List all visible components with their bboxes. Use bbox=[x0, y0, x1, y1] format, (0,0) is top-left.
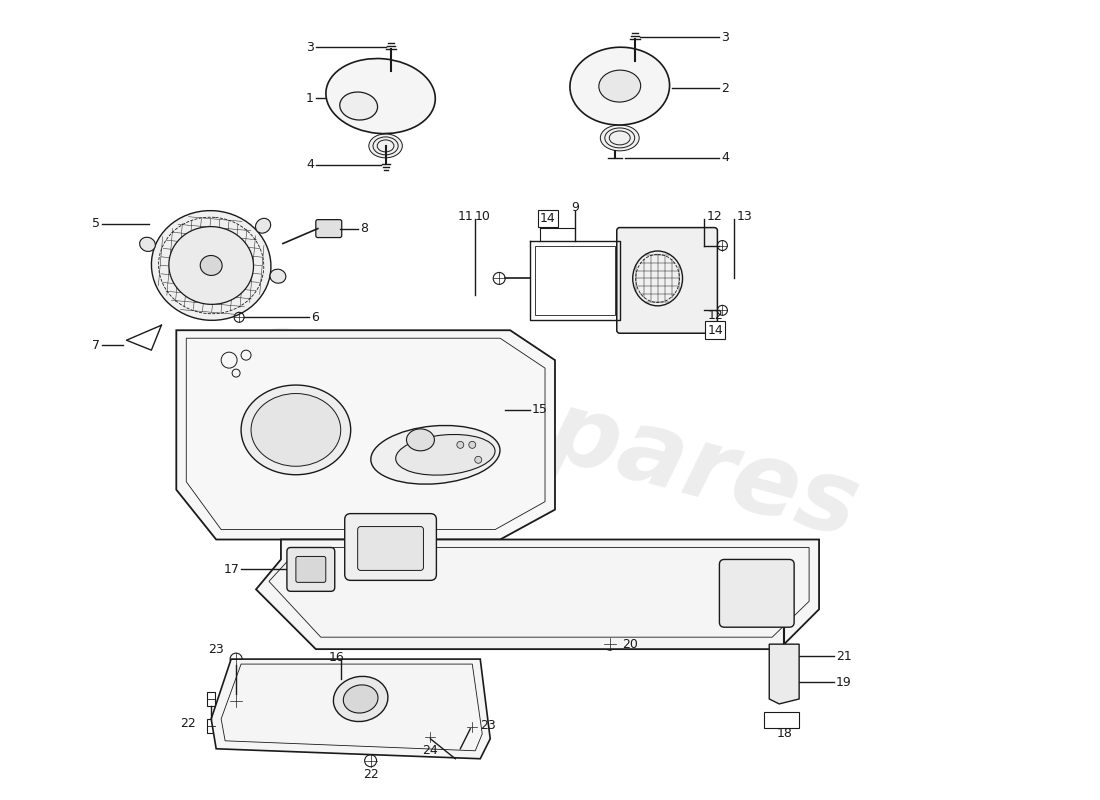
Ellipse shape bbox=[601, 125, 639, 151]
Text: 5: 5 bbox=[91, 217, 100, 230]
Ellipse shape bbox=[368, 134, 403, 158]
Ellipse shape bbox=[182, 238, 241, 293]
Ellipse shape bbox=[377, 140, 394, 152]
Ellipse shape bbox=[340, 92, 377, 120]
Bar bbox=[535, 246, 615, 315]
Ellipse shape bbox=[351, 65, 420, 117]
Circle shape bbox=[475, 456, 482, 463]
Bar bbox=[764, 712, 799, 728]
Ellipse shape bbox=[140, 238, 155, 251]
Text: 2: 2 bbox=[722, 82, 729, 94]
Ellipse shape bbox=[200, 255, 222, 275]
Ellipse shape bbox=[333, 676, 388, 722]
Text: 22: 22 bbox=[180, 718, 196, 730]
Ellipse shape bbox=[344, 96, 373, 116]
Ellipse shape bbox=[407, 429, 434, 451]
Text: 1: 1 bbox=[306, 91, 313, 105]
FancyBboxPatch shape bbox=[719, 559, 794, 627]
Text: 21: 21 bbox=[836, 650, 851, 662]
Text: 4: 4 bbox=[722, 151, 729, 164]
Text: 3: 3 bbox=[306, 41, 313, 54]
Text: 6: 6 bbox=[311, 310, 319, 324]
Polygon shape bbox=[256, 539, 820, 649]
Text: 10: 10 bbox=[474, 210, 491, 223]
Bar bbox=[207, 719, 216, 733]
FancyBboxPatch shape bbox=[316, 220, 342, 238]
Text: 23: 23 bbox=[481, 719, 496, 732]
Ellipse shape bbox=[371, 426, 500, 484]
Text: 20: 20 bbox=[621, 638, 638, 650]
Text: 22: 22 bbox=[363, 768, 378, 781]
Text: 14: 14 bbox=[540, 212, 556, 225]
Polygon shape bbox=[769, 644, 799, 704]
Ellipse shape bbox=[396, 434, 495, 475]
Text: 12: 12 bbox=[707, 309, 723, 322]
Bar bbox=[207, 692, 216, 706]
Text: 7: 7 bbox=[91, 338, 100, 352]
Ellipse shape bbox=[270, 269, 286, 283]
FancyBboxPatch shape bbox=[296, 557, 326, 582]
Ellipse shape bbox=[343, 685, 378, 713]
Text: 19: 19 bbox=[836, 675, 851, 689]
Text: 18: 18 bbox=[777, 727, 792, 740]
FancyBboxPatch shape bbox=[617, 228, 717, 334]
Text: 4: 4 bbox=[306, 158, 313, 171]
Ellipse shape bbox=[609, 131, 630, 145]
Text: a passion for parts since 1985: a passion for parts since 1985 bbox=[245, 469, 616, 590]
Ellipse shape bbox=[251, 394, 341, 466]
Ellipse shape bbox=[580, 55, 660, 117]
Ellipse shape bbox=[570, 47, 670, 125]
Ellipse shape bbox=[605, 128, 635, 148]
FancyBboxPatch shape bbox=[358, 526, 424, 570]
Text: eurospares: eurospares bbox=[232, 301, 868, 558]
Ellipse shape bbox=[255, 218, 271, 233]
Text: 11: 11 bbox=[458, 210, 473, 223]
Text: 17: 17 bbox=[223, 563, 239, 576]
Circle shape bbox=[469, 442, 476, 448]
Ellipse shape bbox=[373, 137, 398, 155]
Text: 12: 12 bbox=[706, 210, 723, 223]
Text: 23: 23 bbox=[208, 642, 224, 656]
Ellipse shape bbox=[241, 385, 351, 474]
Text: 13: 13 bbox=[736, 210, 752, 223]
Text: 15: 15 bbox=[532, 403, 548, 417]
Ellipse shape bbox=[152, 210, 271, 320]
Text: 24: 24 bbox=[422, 744, 438, 758]
Circle shape bbox=[456, 442, 464, 448]
Text: 9: 9 bbox=[571, 201, 579, 214]
FancyBboxPatch shape bbox=[344, 514, 437, 580]
Ellipse shape bbox=[326, 58, 436, 134]
Text: 16: 16 bbox=[329, 650, 344, 664]
Text: 8: 8 bbox=[360, 222, 367, 235]
Ellipse shape bbox=[598, 70, 640, 102]
Ellipse shape bbox=[632, 251, 682, 306]
Text: 3: 3 bbox=[722, 30, 729, 44]
Polygon shape bbox=[211, 659, 491, 758]
Text: 14: 14 bbox=[707, 324, 723, 337]
Ellipse shape bbox=[169, 226, 253, 304]
Polygon shape bbox=[176, 330, 556, 539]
FancyBboxPatch shape bbox=[287, 547, 334, 591]
